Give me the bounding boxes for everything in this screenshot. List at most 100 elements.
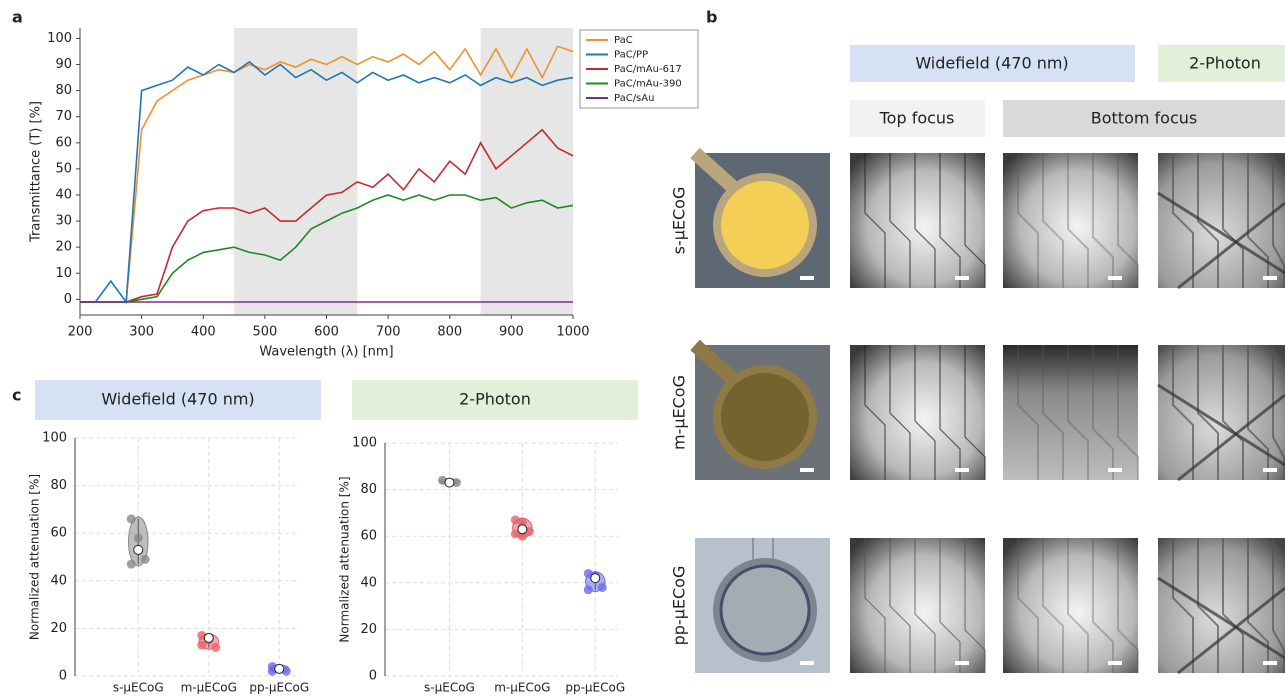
scale-bar: [1263, 661, 1277, 665]
trace: [1247, 345, 1269, 480]
x-tick-label: 200: [68, 325, 93, 340]
data-point: [211, 642, 221, 652]
micrograph: [1158, 538, 1285, 673]
panel-label: c: [12, 386, 21, 405]
fiber: [1157, 191, 1285, 275]
panel-label: b: [706, 8, 717, 27]
series-line: [80, 60, 574, 305]
trace: [1117, 153, 1139, 288]
x-tick-label: pp-µECoG: [565, 681, 625, 695]
y-tick-label: 70: [55, 109, 72, 124]
scale-bar: [800, 661, 814, 665]
x-tick-label: 700: [376, 325, 401, 340]
trace: [864, 345, 886, 480]
y-tick-label: 100: [352, 436, 377, 451]
trace: [1172, 345, 1194, 480]
x-tick-label: 400: [191, 325, 216, 340]
trace: [1197, 345, 1219, 480]
data-point: [510, 529, 520, 539]
header-box: [850, 100, 985, 137]
fiber: [1157, 383, 1285, 467]
x-tick-label: s-µECoG: [424, 681, 475, 695]
x-tick-label: 1000: [556, 325, 589, 340]
trace: [1272, 538, 1285, 673]
y-tick-label: 20: [360, 622, 377, 637]
title-box: [352, 380, 638, 420]
highlight-range: [480, 28, 573, 315]
legend-label: PaC/mAu-390: [614, 79, 682, 90]
y-tick-label: 80: [55, 83, 72, 98]
scale-bar: [1108, 276, 1122, 280]
trace: [1272, 345, 1285, 480]
trace: [1092, 538, 1114, 673]
fiber: [1177, 201, 1285, 290]
y-axis-label: Transmittance (T) [%]: [29, 101, 44, 243]
y-tick-label: 10: [55, 266, 72, 281]
trace: [1067, 538, 1089, 673]
y-tick-label: 40: [360, 575, 377, 590]
data-point: [517, 517, 527, 527]
scale-bar: [800, 276, 814, 280]
y-tick-label: 100: [47, 31, 72, 46]
trace: [864, 153, 886, 288]
y-tick-label: 20: [50, 621, 67, 636]
trace: [1067, 345, 1089, 480]
header-box: [1158, 45, 1285, 82]
data-point: [583, 568, 593, 578]
data-point: [197, 640, 207, 650]
trace: [914, 153, 936, 288]
trace: [1092, 345, 1114, 480]
mean-marker: [203, 632, 214, 643]
trace: [914, 345, 936, 480]
trace: [914, 538, 936, 673]
x-tick-label: 300: [129, 325, 154, 340]
trace: [964, 153, 986, 288]
trace: [1017, 153, 1039, 288]
trace: [889, 153, 911, 288]
micrograph: [1158, 153, 1285, 288]
trace: [1042, 153, 1064, 288]
y-axis-label: Normalized attenuation [%]: [28, 474, 42, 640]
trace: [889, 538, 911, 673]
data-point: [517, 531, 527, 541]
trace: [1247, 538, 1269, 673]
data-point: [597, 582, 607, 592]
highlight-range: [234, 28, 358, 315]
title-box: [35, 380, 321, 420]
series-line: [80, 194, 574, 303]
trace: [1017, 345, 1039, 480]
electrode: [719, 564, 811, 656]
y-tick-label: 90: [55, 57, 72, 72]
trace: [1197, 153, 1219, 288]
trace: [939, 538, 961, 673]
data-point: [583, 585, 593, 595]
electrode: [721, 373, 809, 461]
trace: [939, 345, 961, 480]
y-tick-label: 40: [50, 573, 67, 588]
y-tick-label: 60: [360, 529, 377, 544]
trace: [1172, 538, 1194, 673]
x-tick-label: m-µECoG: [494, 681, 550, 695]
trace: [939, 153, 961, 288]
row-label: m-µECoG: [670, 375, 689, 450]
x-tick-label: 800: [437, 325, 462, 340]
micrograph: [1158, 345, 1285, 480]
series-line: [80, 128, 574, 303]
x-tick-label: m-µECoG: [181, 681, 237, 695]
data-point: [451, 478, 461, 488]
fiber: [1177, 586, 1285, 675]
y-tick-label: 20: [55, 240, 72, 255]
trace: [964, 538, 986, 673]
y-tick-label: 60: [55, 135, 72, 150]
mean-marker: [444, 477, 455, 488]
scale-bar: [955, 468, 969, 472]
data-point: [510, 515, 520, 525]
header: 2-Photon: [1189, 54, 1261, 73]
y-tick-label: 30: [55, 214, 72, 229]
data-point: [126, 514, 136, 524]
trace: [1042, 345, 1064, 480]
scale-bar: [955, 276, 969, 280]
y-tick-label: 60: [50, 526, 67, 541]
trace: [1272, 153, 1285, 288]
